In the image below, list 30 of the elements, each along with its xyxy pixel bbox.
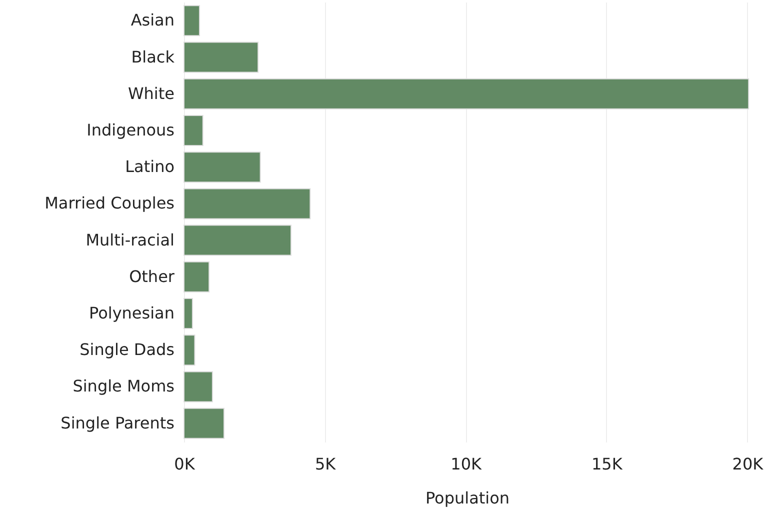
bar <box>184 188 311 220</box>
bar <box>184 298 193 330</box>
y-tick-label: Single Parents <box>60 413 174 432</box>
bar <box>184 42 259 73</box>
bar <box>184 261 210 292</box>
bar <box>184 78 750 110</box>
y-tick-label: Asian <box>130 10 174 30</box>
bar <box>184 114 204 146</box>
y-tick-label: Married Couples <box>44 194 174 213</box>
y-tick-label: Single Moms <box>72 376 174 396</box>
y-tick-label: Other <box>129 266 175 286</box>
y-tick-label: Latino <box>125 157 174 176</box>
x-tick-label: 0K <box>174 454 196 474</box>
bar <box>184 408 224 439</box>
x-axis-title: Population <box>425 488 510 508</box>
bar <box>184 224 292 256</box>
x-tick-label: 15K <box>591 454 623 474</box>
bar <box>184 152 261 183</box>
y-tick-label: Multi-racial <box>86 230 174 250</box>
bar <box>184 334 196 366</box>
y-tick-label: White <box>128 84 174 103</box>
x-tick-label: 20K <box>732 454 764 474</box>
x-tick-label: 10K <box>450 454 482 474</box>
y-tick-label: Single Dads <box>80 340 174 360</box>
x-tick-label: 5K <box>314 454 336 474</box>
y-tick-label: Black <box>131 47 176 66</box>
y-tick-label: Indigenous <box>86 120 174 140</box>
bar <box>184 371 213 402</box>
y-tick-label: Polynesian <box>89 304 174 323</box>
bar <box>184 5 200 36</box>
